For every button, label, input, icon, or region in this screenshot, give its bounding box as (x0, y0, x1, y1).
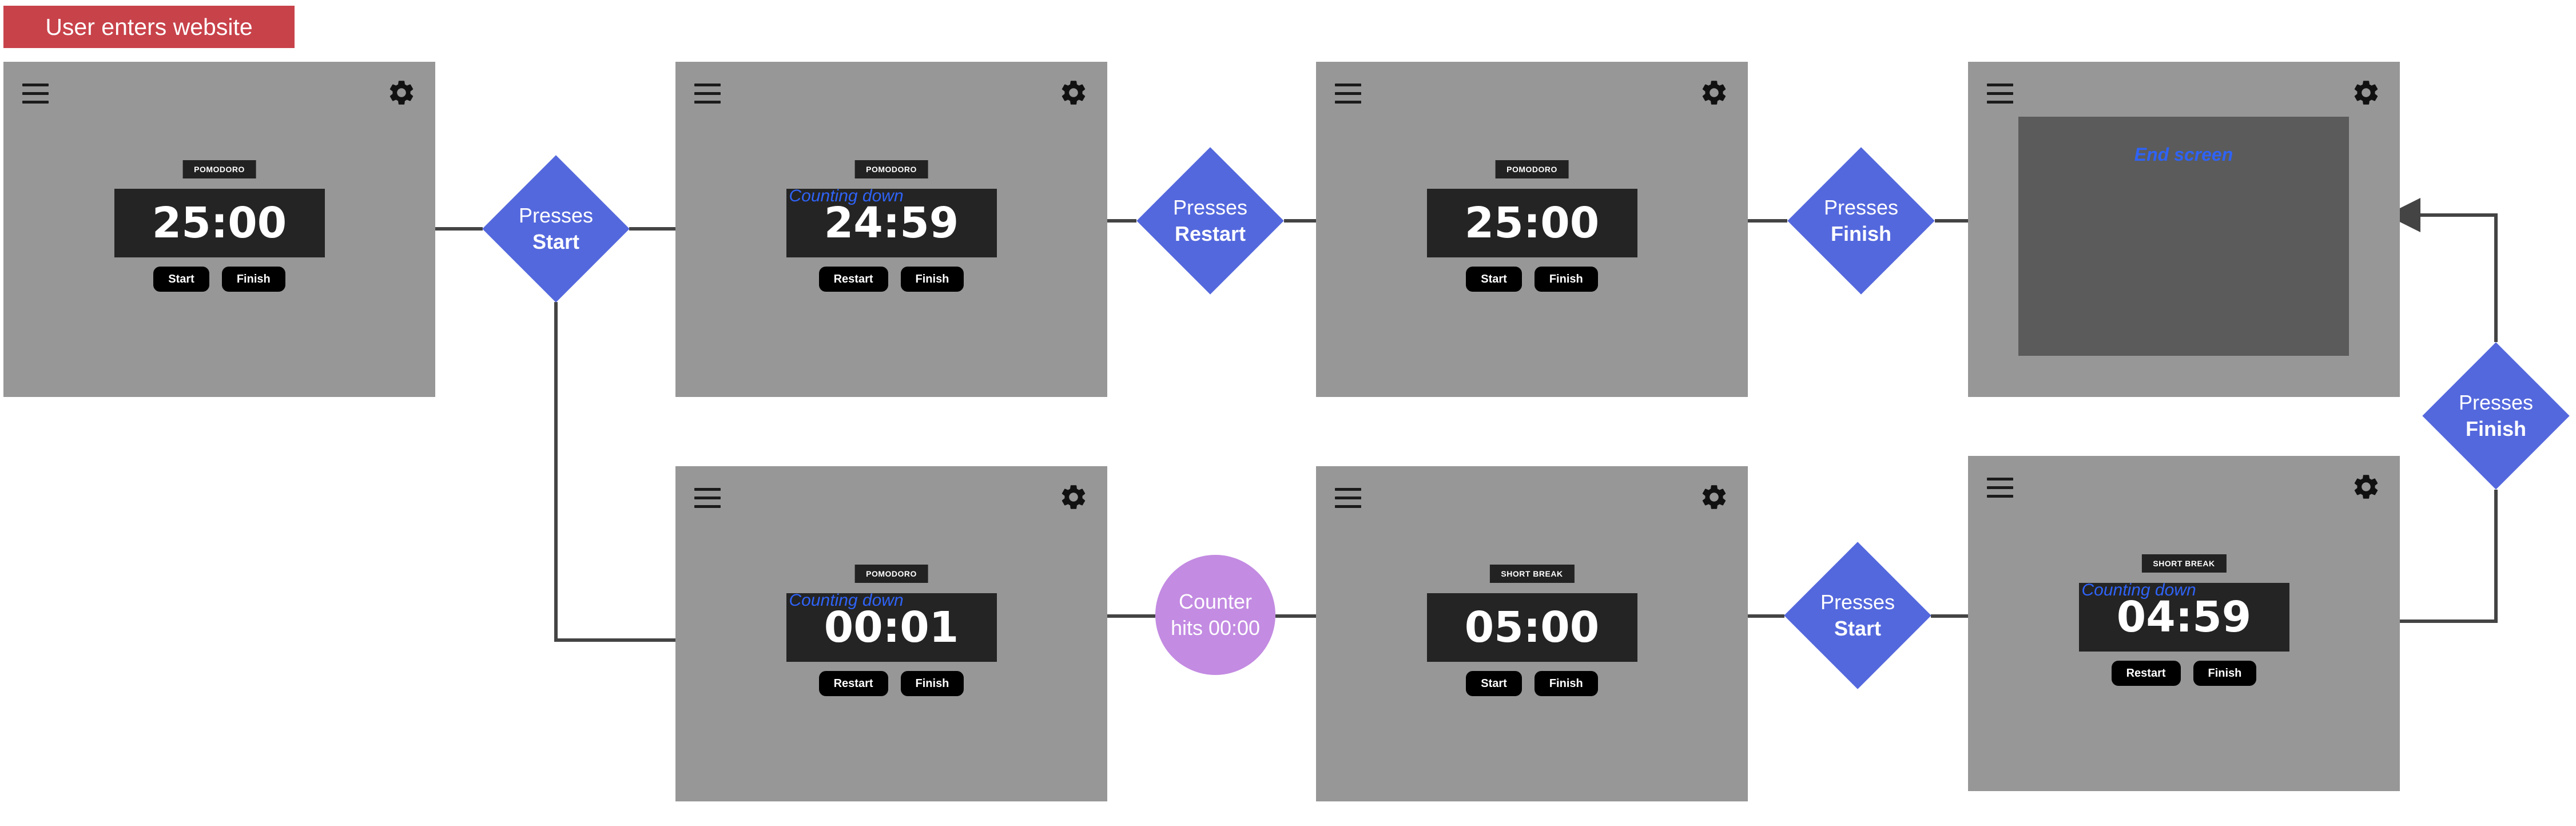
finish-button[interactable]: Finish (900, 671, 964, 696)
screen-pomodoro-last-second: POMODORO 00:01 Counting down Restart Fin… (675, 466, 1107, 801)
decision-label: Presses Start (482, 202, 630, 255)
hamburger-menu-icon[interactable] (1335, 84, 1361, 104)
mode-tag: SHORT BREAK (1489, 565, 1575, 583)
finish-button[interactable]: Finish (1534, 671, 1598, 696)
timer-value: 24:59 (824, 198, 959, 248)
decision-presses-restart: Presses Restart (1136, 147, 1284, 295)
decision-label: Presses Finish (1787, 194, 1935, 247)
gear-icon[interactable] (2351, 472, 2381, 502)
screen-pomodoro-initial: POMODORO 25:00 Start Finish (3, 62, 435, 397)
connector-start-to-s5 (554, 302, 714, 657)
decision-line-2: Finish (2466, 417, 2526, 440)
decision-presses-start-break: Presses Start (1784, 542, 1931, 689)
decision-line-1: Presses (518, 204, 594, 227)
counting-down-note: Counting down (2081, 581, 2196, 599)
timer-value: 04:59 (2116, 593, 2252, 642)
finish-button[interactable]: Finish (1534, 267, 1598, 292)
screen-short-break: SHORT BREAK 05:00 Start Finish (1316, 466, 1748, 801)
hamburger-menu-icon[interactable] (1987, 84, 2013, 104)
end-screen-label: End screen (2134, 144, 2233, 165)
mode-tag: POMODORO (854, 565, 928, 583)
restart-button[interactable]: Restart (818, 267, 888, 292)
timer-display: 25:00 (1426, 189, 1637, 257)
decision-label: Presses Restart (1136, 194, 1284, 247)
gear-icon[interactable] (1699, 78, 1729, 108)
event-line-2: hits 00:00 (1170, 616, 1261, 640)
screen-end: End screen (1968, 62, 2400, 397)
timer-display: 25:00 (114, 189, 325, 257)
decision-label: Presses Start (1784, 589, 1931, 642)
hamburger-menu-icon[interactable] (22, 84, 49, 104)
screen-pomodoro-counting: POMODORO 24:59 Counting down Restart Fin… (675, 62, 1107, 397)
connector-finish-to-s4-return (2386, 198, 2498, 342)
decision-line-2: Start (532, 230, 580, 253)
decision-line-2: Restart (1174, 222, 1246, 245)
start-button[interactable]: Start (1466, 267, 1522, 292)
timer-value: 25:00 (1464, 198, 1600, 248)
timer-display: 05:00 (1426, 593, 1637, 662)
decision-presses-finish-break: Presses Finish (2422, 342, 2570, 490)
finish-button[interactable]: Finish (900, 267, 964, 292)
timer-value: 00:01 (824, 603, 959, 652)
counting-down-note: Counting down (789, 591, 904, 610)
restart-button[interactable]: Restart (818, 671, 888, 696)
hamburger-menu-icon[interactable] (1987, 478, 2013, 498)
event-counter-hits-zero: Counter hits 00:00 (1155, 555, 1275, 675)
start-banner: User enters website (3, 6, 295, 48)
mode-tag: POMODORO (854, 160, 928, 178)
gear-icon[interactable] (1699, 482, 1729, 512)
start-button[interactable]: Start (153, 267, 209, 292)
screen-short-break-counting: SHORT BREAK 04:59 Counting down Restart … (1968, 456, 2400, 791)
gear-icon[interactable] (387, 78, 416, 108)
restart-button[interactable]: Restart (2111, 661, 2181, 686)
mode-tag: SHORT BREAK (2141, 554, 2227, 573)
decision-line-2: Start (1834, 617, 1882, 640)
end-screen-panel: End screen (2018, 117, 2349, 356)
hamburger-menu-icon[interactable] (694, 84, 721, 104)
timer-display: 04:59 Counting down (2078, 581, 2289, 652)
hamburger-menu-icon[interactable] (1335, 488, 1361, 509)
decision-presses-finish: Presses Finish (1787, 147, 1935, 295)
decision-presses-start: Presses Start (482, 155, 630, 303)
gear-icon[interactable] (1059, 78, 1088, 108)
mode-tag: POMODORO (1495, 160, 1569, 178)
decision-label: Presses Finish (2422, 390, 2570, 442)
decision-line-1: Presses (1823, 196, 1899, 219)
decision-line-1: Presses (1820, 590, 1895, 614)
finish-button[interactable]: Finish (221, 267, 285, 292)
timer-value: 25:00 (152, 198, 287, 248)
finish-button[interactable]: Finish (2193, 661, 2257, 686)
event-line-1: Counter (1178, 590, 1253, 613)
counting-down-note: Counting down (789, 186, 904, 205)
timer-value: 05:00 (1464, 603, 1600, 652)
gear-icon[interactable] (1059, 482, 1088, 512)
start-button[interactable]: Start (1466, 671, 1522, 696)
mode-tag: POMODORO (182, 160, 256, 178)
hamburger-menu-icon[interactable] (694, 488, 721, 509)
decision-line-1: Presses (2458, 391, 2534, 414)
connector-s7-to-finish (2360, 490, 2498, 623)
gear-icon[interactable] (2351, 78, 2381, 108)
decision-line-2: Finish (1831, 222, 1891, 245)
timer-display: 24:59 Counting down (786, 186, 997, 257)
screen-pomodoro-reset: POMODORO 25:00 Start Finish (1316, 62, 1748, 397)
decision-line-1: Presses (1172, 196, 1248, 219)
timer-display: 00:01 Counting down (786, 591, 997, 662)
